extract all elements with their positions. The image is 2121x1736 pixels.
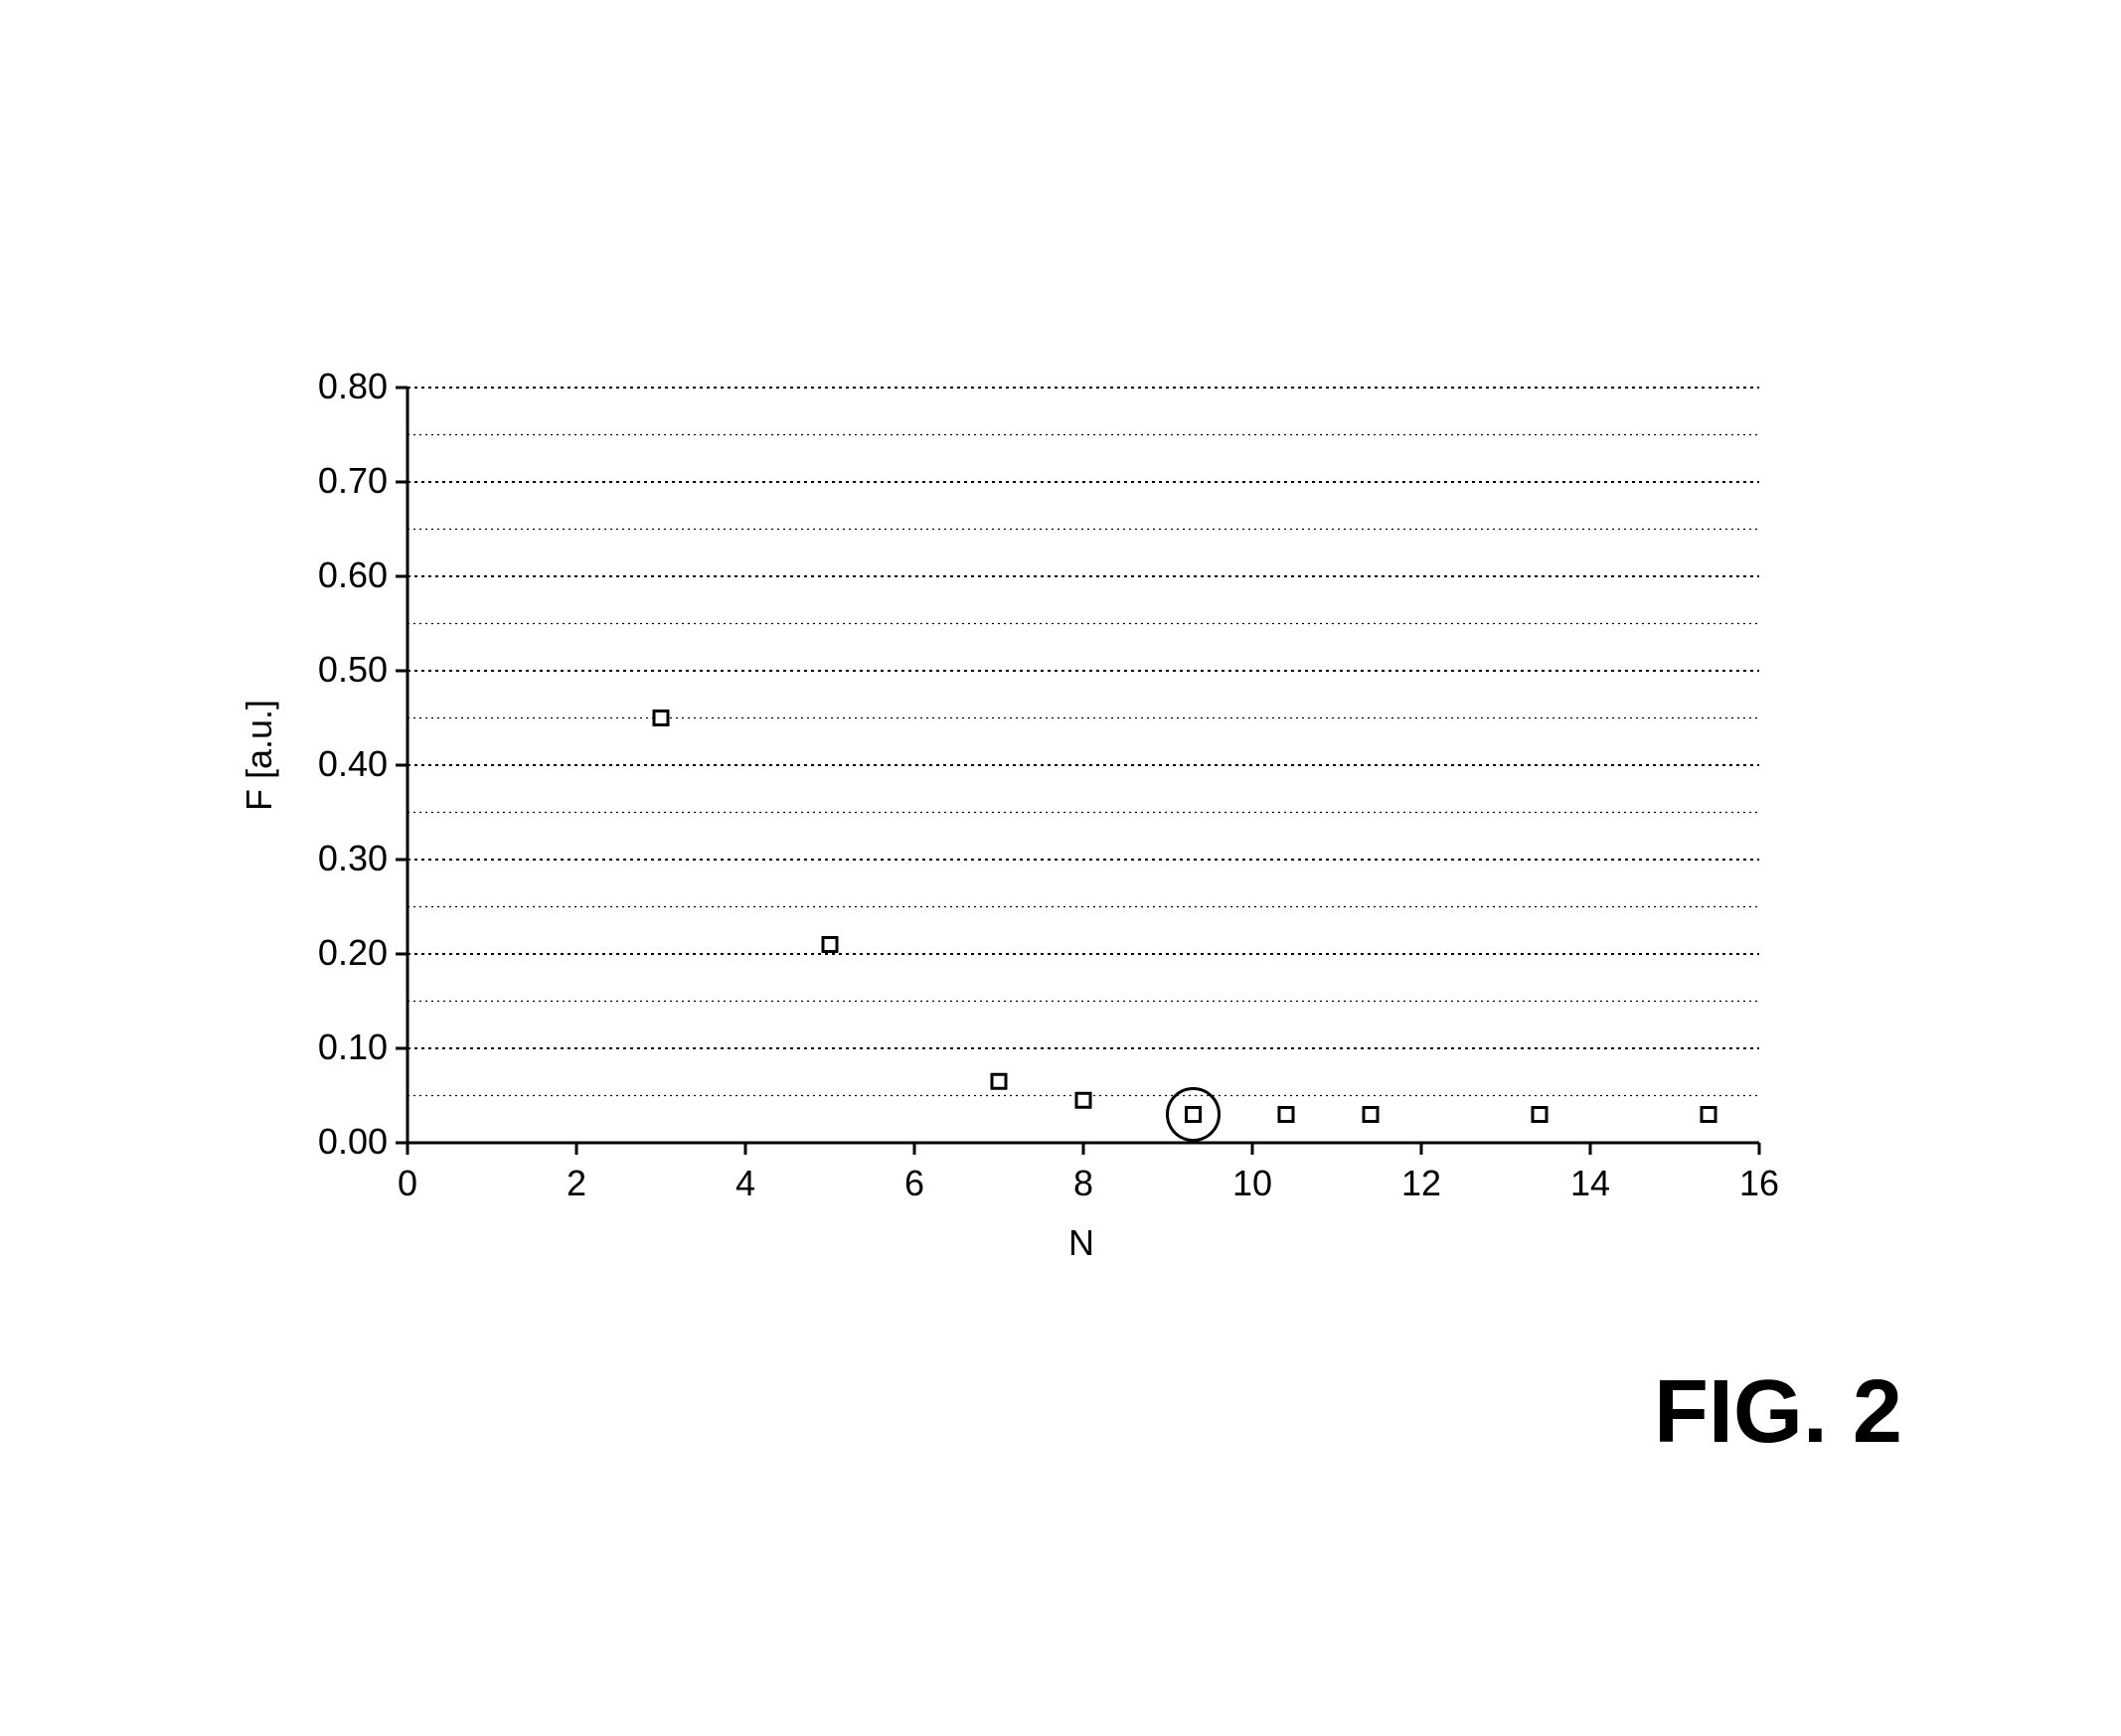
y-tick-label: 0.50: [278, 649, 388, 691]
x-axis-label: N: [1068, 1222, 1094, 1264]
page: 0.00 0.10 0.20 0.30 0.40 0.50 0.60 0.70 0.80 0 2 4…: [0, 0, 2121, 1736]
x-tick-label: 4: [706, 1163, 785, 1204]
figure-caption: FIG. 2: [1654, 1361, 1902, 1464]
y-tick-label: 0.80: [278, 366, 388, 407]
x-tick-label: 2: [537, 1163, 616, 1204]
y-axis-label: F [a.u.]: [239, 700, 280, 811]
scatter-chart: [278, 378, 1789, 1262]
y-tick-label: 0.10: [278, 1026, 388, 1068]
x-tick-label: 14: [1550, 1163, 1630, 1204]
y-tick-label: 0.70: [278, 460, 388, 502]
chart-container: 0.000.100.200.300.400.500.600.700.80 024…: [278, 378, 1789, 1272]
y-tick-label: 0.00: [278, 1121, 388, 1163]
y-tick-label: 0.60: [278, 554, 388, 596]
x-tick-label: 10: [1213, 1163, 1292, 1204]
x-tick-label: 16: [1719, 1163, 1799, 1204]
y-tick-label: 0.40: [278, 743, 388, 785]
x-tick-label: 6: [875, 1163, 954, 1204]
y-tick-label: 0.20: [278, 932, 388, 974]
x-tick-label: 0: [368, 1163, 447, 1204]
x-tick-label: 8: [1044, 1163, 1123, 1204]
y-tick-label: 0.30: [278, 838, 388, 879]
x-tick-label: 12: [1382, 1163, 1461, 1204]
